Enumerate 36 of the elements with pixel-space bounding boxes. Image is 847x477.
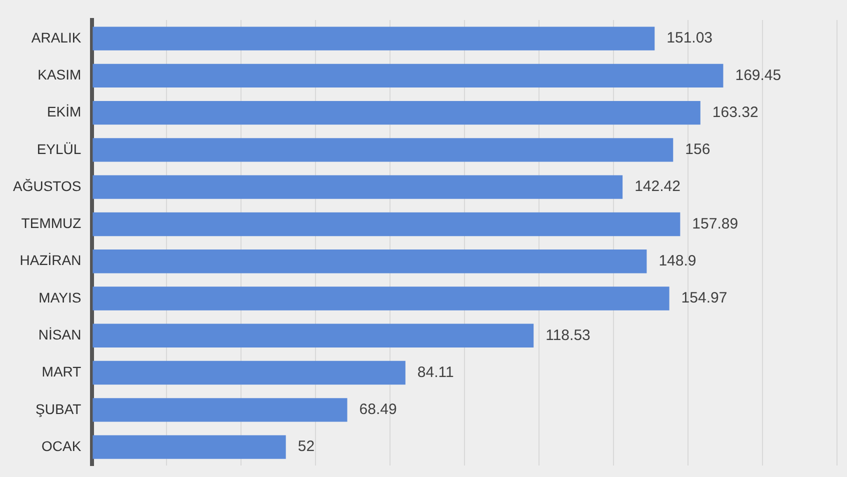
bar bbox=[92, 26, 655, 50]
bar bbox=[92, 360, 406, 385]
data-label: 68.49 bbox=[359, 401, 397, 418]
bar bbox=[92, 435, 286, 459]
data-label: 142.42 bbox=[634, 178, 680, 196]
bar bbox=[92, 175, 623, 199]
data-label: 151.03 bbox=[666, 30, 713, 47]
y-tick-label: MAYIS bbox=[38, 289, 82, 306]
y-tick-label: EYLÜL bbox=[36, 140, 82, 157]
bar bbox=[92, 64, 724, 88]
y-tick-label: NİSAN bbox=[38, 326, 82, 342]
data-label: 148.9 bbox=[658, 252, 696, 270]
data-label: 157.89 bbox=[692, 215, 738, 232]
bar bbox=[92, 286, 670, 310]
data-label: 52 bbox=[298, 438, 315, 456]
y-tick-label: MART bbox=[42, 364, 82, 380]
y-tick-label: HAZİRAN bbox=[20, 252, 82, 268]
y-tick-label: KASIM bbox=[38, 66, 82, 83]
bar bbox=[92, 250, 647, 274]
data-label: 163.32 bbox=[712, 104, 758, 121]
bar bbox=[92, 212, 680, 236]
y-tick-label: EKİM bbox=[46, 104, 82, 120]
bar bbox=[92, 138, 674, 162]
bar bbox=[92, 100, 700, 125]
data-label: 156 bbox=[685, 141, 710, 158]
y-tick-label: ŞUBAT bbox=[36, 400, 82, 417]
y-tick-label: TEMMUZ bbox=[21, 215, 82, 232]
data-label: 169.45 bbox=[735, 66, 782, 84]
data-label: 154.97 bbox=[681, 290, 728, 307]
data-label: 118.53 bbox=[546, 326, 590, 344]
bar bbox=[92, 398, 348, 422]
data-label: 84.11 bbox=[417, 364, 454, 381]
y-tick-label: OCAK bbox=[42, 438, 82, 454]
y-tick-label: AĞUSTOS bbox=[13, 178, 82, 194]
y-tick-label: ARALIK bbox=[31, 29, 82, 46]
bar bbox=[92, 324, 534, 348]
